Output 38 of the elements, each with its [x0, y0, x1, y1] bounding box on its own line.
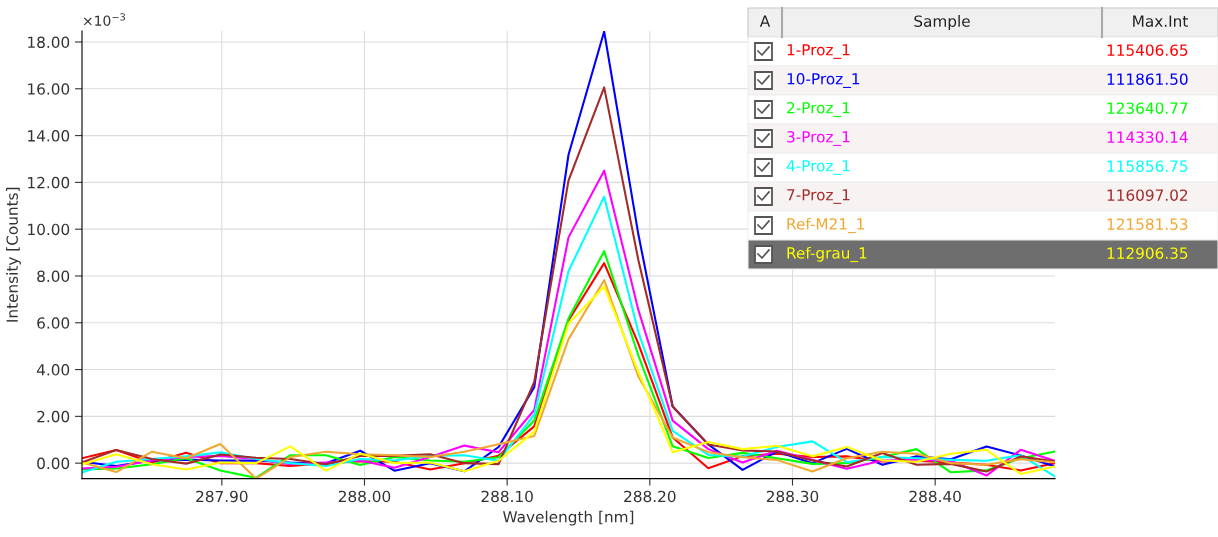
text: Ref-grau_1: [787, 246, 867, 263]
y-tick-label: 10.00: [28, 223, 70, 236]
text: 114330.14: [1107, 131, 1188, 143]
x-tick-label: 287.90: [196, 490, 248, 503]
y-tick-label: 6.00: [37, 317, 70, 329]
y-tick-label: 4.00: [36, 364, 70, 376]
text: 116097.02: [1107, 189, 1188, 201]
text: 3-Proz_1: [787, 131, 850, 146]
y-tick-label: 2.00: [37, 410, 70, 423]
text: 7-Proz_1: [787, 189, 850, 204]
y-tick-label: 18.00: [28, 36, 70, 49]
x-tick-label: 288.40: [909, 490, 961, 503]
y-axis-title: Intensity [Counts]: [6, 187, 21, 322]
y-tick-label: 8.00: [37, 270, 70, 282]
y-tick-label: 14.00: [28, 130, 70, 142]
text: 4-Proz_1: [786, 160, 850, 175]
text: Max.Int: [1133, 15, 1188, 27]
text: 112906.35: [1107, 247, 1188, 259]
y-tick-label: 0.00: [37, 457, 70, 470]
text: 111861.50: [1107, 73, 1188, 85]
x-tick-label: 288.20: [624, 490, 676, 503]
x-tick-label: 288.30: [766, 490, 819, 503]
text: 123640.77: [1107, 102, 1188, 114]
text: 10-Proz_1: [787, 73, 860, 88]
text: 115406.65: [1107, 44, 1188, 56]
text: ×10$^{−3}$: [83, 13, 125, 26]
text: Ref-M21_1: [787, 217, 864, 234]
text: 121581.53: [1107, 218, 1188, 230]
text: Sample: [914, 15, 970, 30]
x-tick-label: 288.00: [338, 490, 391, 503]
text: 115856.75: [1107, 160, 1188, 172]
y-tick-label: 12.00: [28, 176, 70, 189]
y-tick-label: 16.00: [28, 83, 70, 95]
text: A: [759, 15, 771, 27]
x-axis-title: Wavelength [nm]: [503, 510, 634, 526]
x-tick-label: 288.10: [481, 490, 533, 503]
text: 1-Proz_1: [787, 44, 850, 59]
text: 2-Proz_1: [787, 102, 850, 117]
